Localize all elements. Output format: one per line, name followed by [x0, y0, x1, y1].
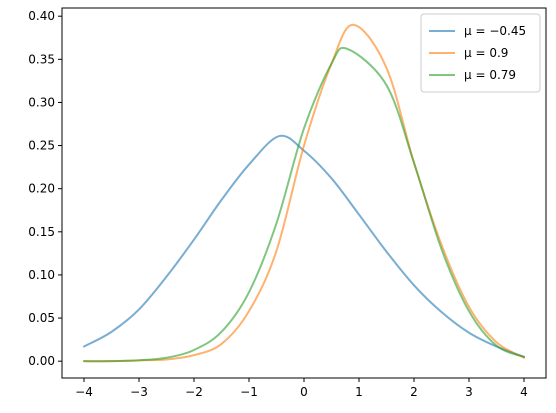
- legend: μ = −0.45 μ = 0.9 μ = 0.79: [420, 13, 541, 93]
- y-tick-label: 0.15: [28, 225, 55, 239]
- y-tick-label: 0.10: [28, 268, 55, 282]
- series-layer: [83, 23, 525, 363]
- y-tick-label: 0.30: [28, 95, 55, 109]
- x-tick-label: −2: [185, 385, 203, 399]
- x-tick-label: −4: [75, 385, 93, 399]
- x-axis: −4 −3 −2 −1 0 1 2 3 4: [75, 378, 528, 399]
- y-axis: 0.00 0.05 0.10 0.15 0.20 0.25 0.30 0.35 0.40: [28, 9, 62, 368]
- x-tick-label: 1: [355, 385, 363, 399]
- legend-label-0: μ = −0.45: [464, 24, 526, 38]
- y-tick-label: 0.40: [28, 9, 55, 23]
- x-tick-label: 4: [520, 385, 528, 399]
- y-tick-label: 0.35: [28, 52, 55, 66]
- series-line-2: [83, 46, 525, 363]
- series-line-1: [83, 23, 525, 363]
- y-tick-label: 0.20: [28, 182, 55, 196]
- x-tick-label: −1: [240, 385, 258, 399]
- legend-label-1: μ = 0.9: [464, 46, 508, 60]
- legend-label-2: μ = 0.79: [464, 68, 516, 82]
- legend-box: [420, 13, 541, 93]
- x-tick-label: 3: [465, 385, 473, 399]
- y-tick-label: 0.05: [28, 311, 55, 325]
- x-tick-label: 2: [410, 385, 418, 399]
- x-tick-label: 0: [300, 385, 308, 399]
- series-line-0: [83, 134, 525, 358]
- y-tick-label: 0.00: [28, 354, 55, 368]
- x-tick-label: −3: [130, 385, 148, 399]
- y-tick-label: 0.25: [28, 139, 55, 153]
